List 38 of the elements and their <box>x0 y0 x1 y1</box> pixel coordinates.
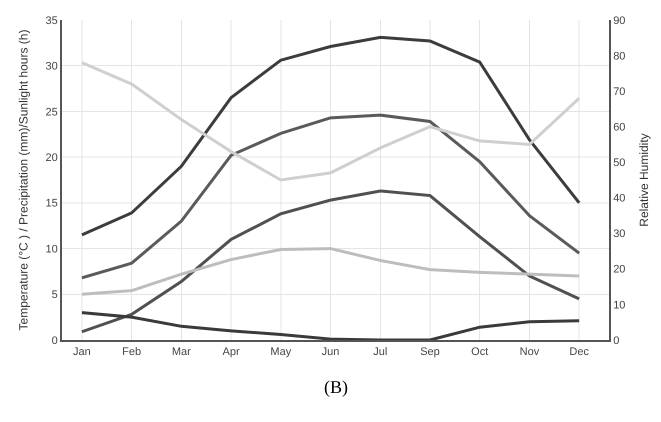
y2-tick-label: 60 <box>613 122 626 134</box>
x-tick-label: May <box>270 346 292 358</box>
y2-tick-label: 10 <box>613 299 626 312</box>
y-tick-label: 30 <box>46 60 58 73</box>
y-tick-label: 5 <box>52 289 58 302</box>
x-tick-label: Feb <box>122 346 142 358</box>
y2-tick-label: 70 <box>613 86 626 98</box>
x-tick-label: Apr <box>222 346 240 358</box>
y2-tick-label: 40 <box>613 192 626 205</box>
y2-tick-label: 0 <box>613 334 620 347</box>
y-tick-label: 20 <box>46 152 58 164</box>
y-axis-title: Temperature (°C ) / Precipitation (mm)/Sunlight hours (h) <box>16 30 30 330</box>
x-tick-label: Jul <box>373 346 388 358</box>
x-tick-label: Sep <box>420 346 440 358</box>
y-tick-label: 35 <box>46 14 58 27</box>
text: (B) <box>324 377 348 397</box>
y2-tick-label: 50 <box>613 157 626 170</box>
y2-tick-label: 80 <box>613 50 626 62</box>
x-tick-label: Mar <box>172 346 192 358</box>
line-series <box>80 189 581 334</box>
line-series <box>80 311 581 340</box>
y2-tick-label: 20 <box>613 264 626 276</box>
x-tick-label: Jan <box>73 346 91 358</box>
y2-axis-title: Relative Humidity <box>636 133 651 227</box>
y-tick-label: 10 <box>46 243 58 256</box>
line-series <box>80 247 581 296</box>
x-tick-label: Jun <box>322 346 340 358</box>
x-tick-label: Nov <box>520 346 540 358</box>
line-series <box>80 36 581 236</box>
line-series <box>80 61 581 182</box>
y2-tick-label: 30 <box>613 228 626 240</box>
y-tick-label: 0 <box>52 334 58 347</box>
x-tick-label: Oct <box>471 346 488 358</box>
line-series <box>80 114 581 280</box>
y-tick-label: 25 <box>46 106 58 118</box>
x-tick-label: Dec <box>569 346 590 358</box>
y-tick-label: 15 <box>46 198 58 210</box>
y2-tick-label: 90 <box>613 14 626 27</box>
